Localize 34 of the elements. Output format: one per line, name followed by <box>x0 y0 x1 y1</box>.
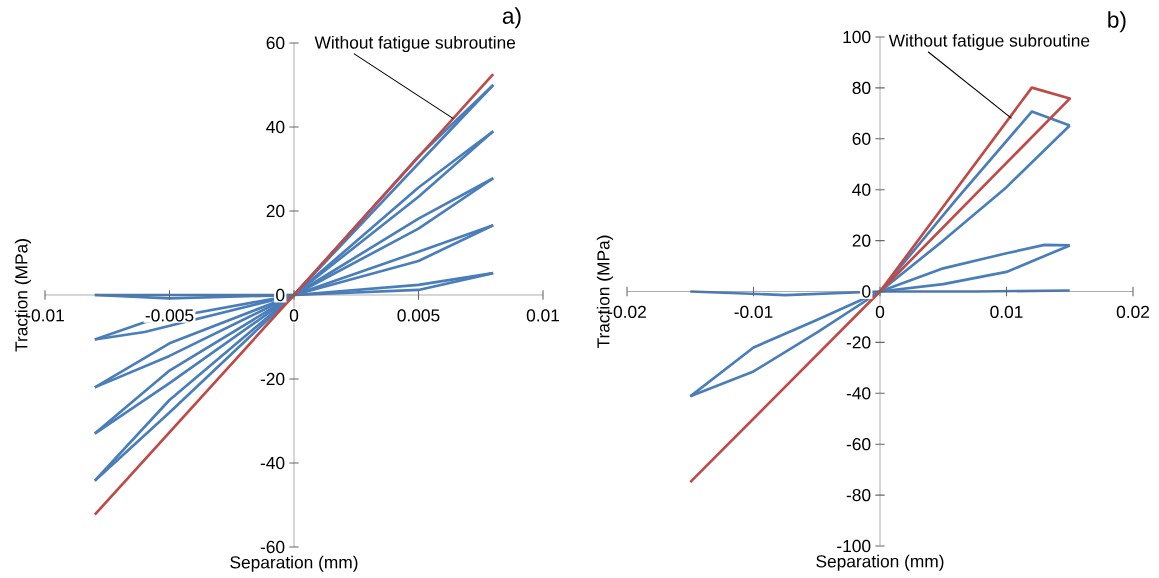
y-tick-label: 80 <box>852 81 871 95</box>
annotation: Without fatigue subroutine <box>314 35 516 53</box>
y-tick-label: -20 <box>846 336 871 349</box>
x-axis-title: Separation (mm) <box>230 555 358 572</box>
y-tick-label: 60 <box>852 132 871 145</box>
y-tick-label: -40 <box>260 456 285 470</box>
x-tick-label: -0.01 <box>734 305 773 319</box>
y-tick-label: -40 <box>846 387 871 400</box>
y-tick-label: 20 <box>852 234 871 247</box>
x-axis-title: Separation (mm) <box>816 554 944 571</box>
y-tick-label: -60 <box>260 540 285 554</box>
x-tick-label: -0.01 <box>26 309 64 322</box>
annotation: Without fatigue subroutine <box>888 34 1090 51</box>
x-tick-label: 0 <box>875 305 885 319</box>
x-tick-label: 0 <box>289 309 299 322</box>
text: a) <box>502 7 521 29</box>
x-tick-label: -0.02 <box>608 305 646 319</box>
y-tick-label: -80 <box>846 488 871 502</box>
x-tick-label: 0.005 <box>397 309 440 322</box>
text: b) <box>1108 11 1126 33</box>
x-tick-label: 0.01 <box>990 305 1023 319</box>
y-tick-label: -100 <box>837 539 871 553</box>
y-tick-label: 0 <box>862 285 871 298</box>
y-tick-label: 60 <box>266 36 285 50</box>
y-tick-label: 0 <box>276 288 285 302</box>
y-tick-label: 40 <box>852 183 871 196</box>
y-tick-label: 40 <box>266 120 285 134</box>
x-tick-label: -0.005 <box>145 309 194 322</box>
y-tick-label: -60 <box>846 438 871 451</box>
y-tick-label: 100 <box>843 30 871 44</box>
x-tick-label: 0.01 <box>526 309 560 322</box>
x-tick-label: 0.02 <box>1116 305 1149 319</box>
y-tick-label: 20 <box>266 204 285 218</box>
y-tick-label: -20 <box>260 372 285 386</box>
